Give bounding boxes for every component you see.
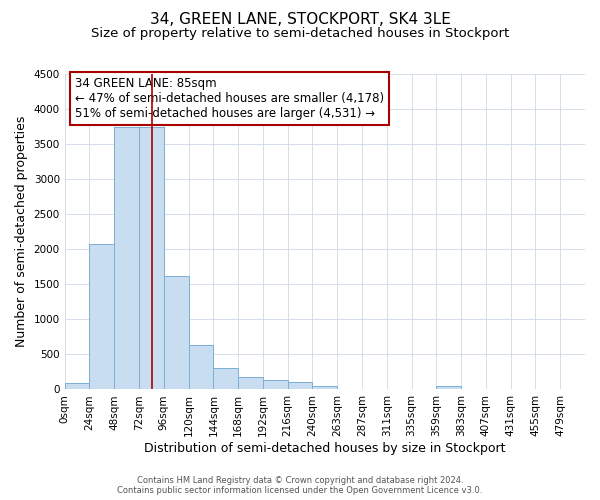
- Bar: [164, 276, 188, 390]
- Bar: [139, 126, 164, 390]
- X-axis label: Distribution of semi-detached houses by size in Stockport: Distribution of semi-detached houses by …: [144, 442, 506, 455]
- Bar: [436, 386, 461, 390]
- Bar: [287, 382, 313, 390]
- Bar: [114, 126, 139, 390]
- Text: 34 GREEN LANE: 85sqm
← 47% of semi-detached houses are smaller (4,178)
51% of se: 34 GREEN LANE: 85sqm ← 47% of semi-detac…: [75, 77, 384, 120]
- Text: Contains HM Land Registry data © Crown copyright and database right 2024.
Contai: Contains HM Land Registry data © Crown c…: [118, 476, 482, 495]
- Text: Size of property relative to semi-detached houses in Stockport: Size of property relative to semi-detach…: [91, 28, 509, 40]
- Y-axis label: Number of semi-detached properties: Number of semi-detached properties: [15, 116, 28, 348]
- Bar: [89, 244, 114, 390]
- Bar: [214, 368, 238, 390]
- Bar: [263, 380, 287, 390]
- Bar: [188, 346, 214, 390]
- Bar: [313, 386, 337, 390]
- Bar: [65, 383, 89, 390]
- Text: 34, GREEN LANE, STOCKPORT, SK4 3LE: 34, GREEN LANE, STOCKPORT, SK4 3LE: [149, 12, 451, 28]
- Bar: [238, 377, 263, 390]
